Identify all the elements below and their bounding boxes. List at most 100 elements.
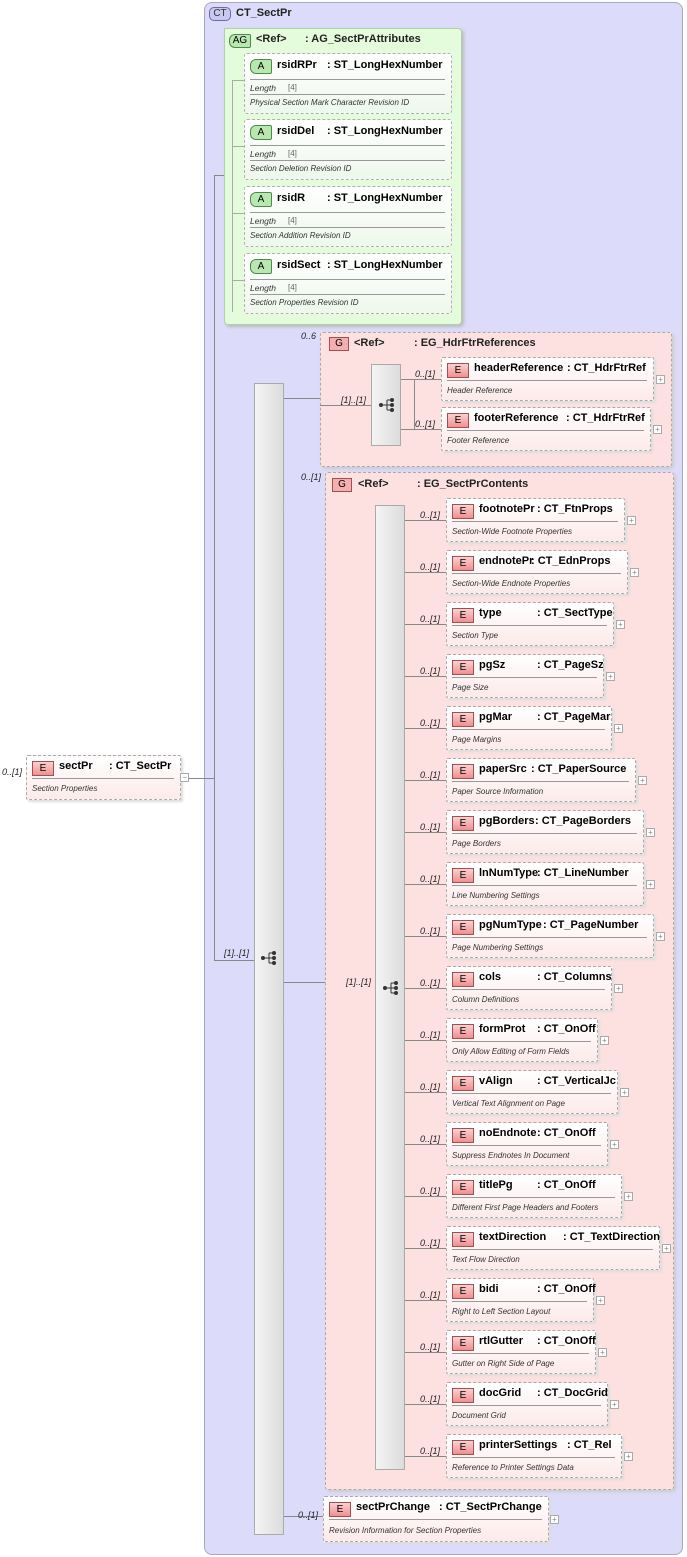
- expand-toggle[interactable]: +: [646, 828, 655, 837]
- element-name: vAlign: [479, 1075, 513, 1087]
- element-description: Section Type: [452, 631, 499, 640]
- element-type: : CT_OnOff: [537, 1335, 596, 1347]
- connector: [401, 379, 441, 380]
- divider: [447, 430, 644, 431]
- element-name: pgNumType: [479, 919, 542, 931]
- element-occurs: 0..[1]: [420, 926, 441, 936]
- element-badge: E: [447, 363, 469, 378]
- element-description: Page Numbering Settings: [452, 943, 544, 952]
- expand-toggle[interactable]: +: [646, 880, 655, 889]
- divider: [452, 937, 647, 938]
- divider: [452, 833, 637, 834]
- complex-type-badge: CT: [209, 7, 231, 21]
- expand-toggle[interactable]: +: [614, 724, 623, 733]
- connector: [405, 1144, 446, 1145]
- expand-toggle[interactable]: +: [656, 375, 665, 384]
- root-element-sectPr[interactable]: E sectPr : CT_SectPr Section Properties: [26, 755, 181, 800]
- expand-toggle[interactable]: +: [614, 984, 623, 993]
- revision-occurs: 0..[1]: [298, 1510, 319, 1520]
- element-type: : CT_LineNumber: [537, 867, 629, 879]
- expand-toggle[interactable]: +: [627, 516, 636, 525]
- expand-toggle[interactable]: +: [616, 620, 625, 629]
- divider: [250, 227, 445, 228]
- facet-name: Length: [250, 216, 276, 226]
- element-name: printerSettings: [479, 1439, 558, 1451]
- element-type: : CT_SectPr: [109, 760, 172, 772]
- element-description: Section Properties: [32, 784, 98, 793]
- expand-toggle[interactable]: +: [630, 568, 639, 577]
- connector: [405, 676, 446, 677]
- collapse-toggle[interactable]: −: [180, 773, 189, 782]
- element-type: : CT_PageNumber: [543, 919, 639, 931]
- element-description: Page Margins: [452, 735, 502, 744]
- connector: [405, 624, 446, 625]
- element-badge: E: [452, 1180, 474, 1195]
- hdrftr-sequence-occurs: [1]..[1]: [341, 395, 367, 405]
- element-type: : CT_TextDirection: [563, 1231, 660, 1243]
- divider: [452, 1249, 653, 1250]
- facet-name: Length: [250, 283, 276, 293]
- expand-toggle[interactable]: +: [610, 1140, 619, 1149]
- facet-value: [4]: [288, 216, 297, 225]
- element-description: Footer Reference: [447, 436, 510, 445]
- expand-toggle[interactable]: +: [610, 1400, 619, 1409]
- element-occurs: 0..[1]: [420, 614, 441, 624]
- expand-toggle[interactable]: +: [624, 1452, 633, 1461]
- expand-toggle[interactable]: +: [624, 1192, 633, 1201]
- hdrftr-group-occurs: 0..6: [301, 331, 317, 341]
- element-occurs: 0..[1]: [420, 1030, 441, 1040]
- expand-toggle[interactable]: +: [596, 1296, 605, 1305]
- expand-toggle[interactable]: +: [606, 672, 615, 681]
- element-sectPrChange[interactable]: E sectPrChange : CT_SectPrChange Revisio…: [323, 1496, 549, 1542]
- element-name: sectPrChange: [356, 1501, 430, 1513]
- element-badge: E: [452, 920, 474, 935]
- expand-toggle[interactable]: +: [620, 1088, 629, 1097]
- divider: [452, 625, 607, 626]
- expand-toggle[interactable]: +: [653, 425, 662, 434]
- expand-toggle[interactable]: +: [598, 1348, 607, 1357]
- element-name: formProt: [479, 1023, 526, 1035]
- connector: [405, 832, 446, 833]
- expand-toggle[interactable]: +: [662, 1244, 671, 1253]
- element-occurs: 0..[1]: [420, 1082, 441, 1092]
- element-occurs: 0..[1]: [420, 1394, 441, 1404]
- expand-toggle[interactable]: +: [550, 1515, 559, 1524]
- element-description: Only Allow Editing of Form Fields: [452, 1047, 570, 1056]
- expand-toggle[interactable]: +: [600, 1036, 609, 1045]
- expand-toggle[interactable]: +: [656, 932, 665, 941]
- element-badge: E: [32, 761, 54, 776]
- connector: [232, 80, 244, 81]
- element-occurs: 0..[1]: [420, 770, 441, 780]
- expand-toggle[interactable]: +: [638, 776, 647, 785]
- divider: [452, 885, 637, 886]
- element-type: : CT_SectPrChange: [439, 1501, 542, 1513]
- connector: [184, 778, 214, 779]
- element-type: : CT_OnOff: [537, 1023, 596, 1035]
- attribute-description: Section Properties Revision ID: [250, 298, 359, 307]
